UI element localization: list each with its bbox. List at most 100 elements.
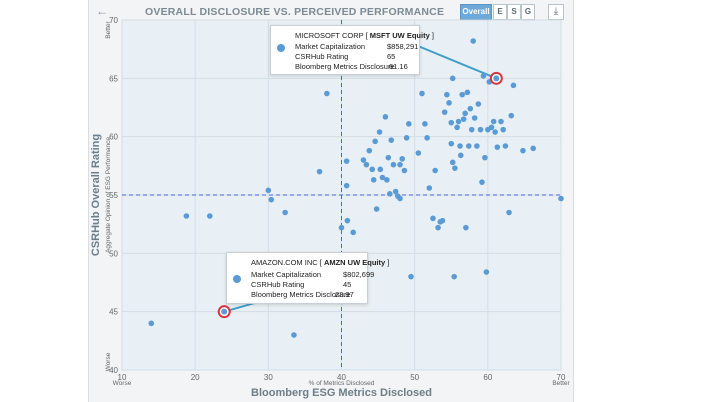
data-point — [471, 115, 478, 121]
data-point — [403, 135, 410, 141]
data-point — [388, 137, 395, 143]
data-point — [426, 185, 433, 191]
data-point — [408, 273, 414, 280]
data-point — [448, 119, 455, 126]
tooltip-label: Market Capitalization — [295, 42, 366, 51]
data-point — [369, 166, 376, 173]
data-point — [399, 156, 406, 162]
data-point — [382, 114, 389, 120]
data-point — [498, 118, 504, 125]
data-point — [384, 177, 390, 183]
highlighted-point-dot — [221, 308, 228, 315]
tooltip-value: 61.16 — [389, 62, 408, 71]
data-point — [500, 126, 506, 133]
data-point — [446, 100, 452, 106]
data-point — [459, 91, 466, 98]
y-axis-sublabel: Aggregate Opinion of ESG Performance — [105, 137, 112, 253]
data-point — [372, 138, 378, 145]
data-point — [466, 143, 472, 149]
data-point — [401, 167, 408, 174]
data-point — [480, 73, 487, 79]
data-point — [435, 224, 441, 231]
data-point — [360, 157, 367, 163]
data-point — [430, 215, 436, 222]
data-point — [432, 167, 438, 174]
data-point — [268, 196, 275, 203]
tooltip-value: 45 — [343, 280, 352, 289]
data-point — [444, 91, 450, 98]
data-point — [449, 75, 456, 82]
tooltip-value: $858,291 — [387, 42, 419, 51]
data-point — [462, 110, 468, 117]
x-low-label: Worse — [113, 380, 132, 387]
data-point — [415, 150, 422, 156]
tooltip-label: Market Capitalization — [251, 270, 322, 279]
y-low-label: Worse — [105, 352, 112, 371]
tooltip-series-dot-icon — [233, 275, 241, 283]
tooltip-series-dot-icon — [277, 44, 285, 52]
data-point — [463, 224, 469, 231]
data-point — [488, 124, 495, 131]
data-point — [379, 174, 386, 181]
tooltip-amazon: AMAZON.COM INC [ AMZN UW Equity ] Market… — [226, 252, 389, 304]
x-tick-label: 20 — [191, 373, 200, 382]
data-point — [510, 82, 517, 89]
x-tick-label: 60 — [483, 373, 492, 382]
data-point — [558, 195, 564, 202]
tooltip-value: 65 — [387, 52, 396, 61]
data-point — [455, 118, 462, 125]
data-point — [490, 118, 497, 125]
data-point — [508, 112, 515, 119]
tooltip-company: MICROSOFT CORP — [295, 31, 364, 40]
y-tick-label: 60 — [109, 133, 118, 142]
data-point — [520, 147, 526, 154]
x-tick-label: 70 — [557, 373, 566, 382]
data-point — [454, 124, 460, 131]
data-point — [475, 101, 482, 107]
data-point — [392, 188, 399, 195]
y-tick-label: 55 — [109, 191, 118, 200]
data-point — [506, 209, 512, 216]
data-point — [477, 126, 484, 133]
tooltip-label: Bloomberg Metrics Disclosure — [251, 290, 351, 299]
data-point — [386, 191, 393, 197]
data-point — [530, 145, 536, 152]
y-tick-label: 70 — [109, 16, 118, 25]
data-point — [148, 320, 155, 327]
data-point — [397, 195, 403, 202]
data-point — [457, 143, 463, 149]
data-point — [451, 273, 457, 280]
data-point — [316, 168, 323, 175]
data-point — [464, 89, 471, 96]
data-point — [291, 332, 297, 338]
tooltip-microsoft: MICROSOFT CORP [ MSFT UW Equity ] Market… — [270, 25, 434, 75]
tooltip-connector — [417, 45, 497, 80]
tooltip-company: AMAZON.COM INC — [251, 258, 318, 267]
back-arrow-icon[interactable]: ← — [96, 4, 108, 18]
data-point — [373, 206, 380, 212]
highlighted-point-dot — [493, 75, 500, 82]
y-tick-label: 40 — [109, 366, 118, 375]
tooltip-value: 23.97 — [335, 290, 354, 299]
data-point — [479, 179, 485, 185]
data-point — [474, 143, 480, 149]
x-high-label: Better — [552, 380, 570, 387]
data-point — [343, 158, 350, 164]
data-point — [439, 217, 446, 224]
y-tick-label: 65 — [109, 74, 118, 83]
data-point — [483, 269, 490, 275]
x-axis-sublabel: % of Metrics Disclosed — [309, 380, 375, 387]
data-point — [467, 105, 474, 112]
data-point — [366, 147, 373, 154]
tooltip-label: CSRHub Rating — [295, 52, 349, 61]
data-point — [441, 109, 448, 115]
data-point — [457, 152, 464, 159]
data-point — [448, 140, 455, 147]
data-point — [370, 177, 377, 183]
y-tick-label: 50 — [109, 249, 118, 258]
data-point — [419, 90, 425, 97]
data-point — [406, 121, 412, 127]
data-point — [494, 144, 501, 150]
data-point — [183, 213, 190, 219]
